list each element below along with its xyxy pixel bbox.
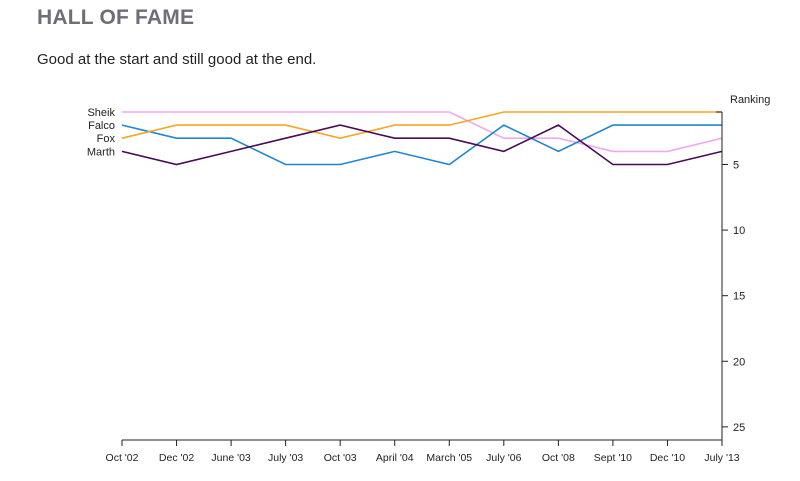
x-tick-label: Oct '03: [324, 452, 357, 464]
series-label: Falco: [88, 120, 115, 132]
y-axis-label: Ranking: [730, 94, 770, 106]
y-axis: Ranking 5 10 15 20 25: [716, 94, 770, 441]
x-tick-label: Oct '08: [542, 452, 575, 464]
x-tick-label: April '04: [376, 452, 414, 464]
y-tick-label: 5: [733, 159, 739, 171]
x-tick-label: July '06: [486, 452, 521, 464]
x-tick-label: Dec '02: [159, 452, 194, 464]
series-line-marth: [121, 124, 723, 166]
series-line-sheik: [122, 111, 723, 153]
series-label: Sheik: [87, 107, 115, 119]
x-tick-label: March '05: [426, 452, 472, 464]
x-axis: Oct '02 Dec '02 June '03 July '03 Oct '03 Apr…: [106, 439, 740, 464]
series-lines: [121, 111, 723, 166]
x-tick-label: Sept '10: [594, 452, 632, 464]
x-tick-label: June '03: [211, 452, 251, 464]
y-tick-label: 15: [733, 291, 745, 303]
x-tick-label: July '03: [268, 452, 303, 464]
y-tick-label: 20: [733, 356, 745, 368]
x-tick-label: Dec '10: [650, 452, 685, 464]
series-line-falco: [121, 124, 722, 166]
chart-title: HALL OF FAME: [37, 6, 195, 29]
y-tick-label: 25: [733, 422, 745, 434]
x-tick-label: Oct '02: [106, 452, 139, 464]
y-tick-label: 10: [733, 225, 745, 237]
series-label: Marth: [87, 146, 115, 158]
series-line-fox: [121, 111, 722, 140]
x-tick-label: July '13: [704, 452, 739, 464]
chart-subtitle: Good at the start and still good at the …: [37, 51, 317, 68]
series-label: Fox: [97, 133, 116, 145]
